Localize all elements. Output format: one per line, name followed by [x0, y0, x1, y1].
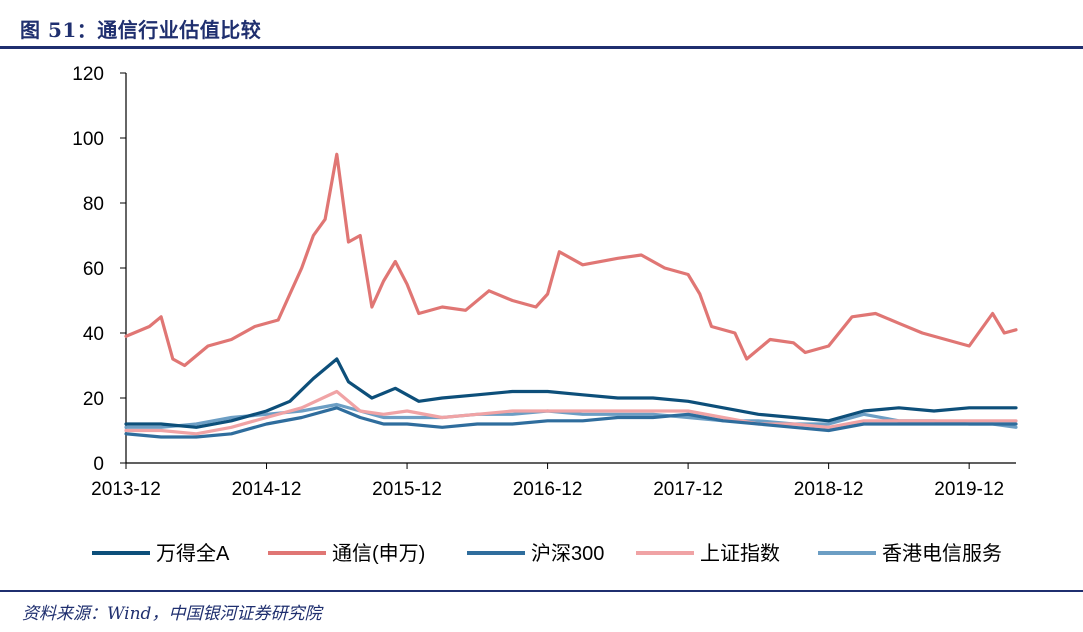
x-tick-label: 2013-12: [91, 479, 161, 500]
series-line-0: [124, 357, 1018, 429]
page-title: 图 51：通信行业估值比较: [20, 18, 262, 42]
legend-label-1: 通信(申万): [332, 542, 425, 565]
y-tick-label: 0: [93, 454, 104, 475]
source-divider: [0, 590, 1083, 592]
y-tick-label: 80: [83, 194, 104, 215]
y-tick-label: 40: [83, 324, 104, 345]
x-tick-label: 2015-12: [372, 479, 442, 500]
x-tick-label: 2019-12: [934, 479, 1004, 500]
legend-label-4: 香港电信服务: [882, 542, 1002, 565]
y-tick-label: 120: [72, 64, 104, 85]
series-line-3: [124, 389, 1018, 436]
legend-label-2: 沪深300: [531, 542, 604, 565]
x-tick-label: 2016-12: [513, 479, 583, 500]
x-tick-label: 2014-12: [232, 479, 302, 500]
title-bar: 图 51：通信行业估值比较: [0, 0, 1083, 49]
y-tick-label: 20: [83, 389, 104, 410]
series-line-1: [124, 152, 1018, 368]
x-tick-label: 2017-12: [653, 479, 723, 500]
source-note: 资料来源：Wind，中国银河证券研究院: [22, 604, 322, 624]
y-tick-label: 100: [72, 129, 104, 150]
legend-label-3: 上证指数: [700, 542, 780, 565]
x-tick-label: 2018-12: [794, 479, 864, 500]
chart-legend: 万得全A 通信(申万) 沪深300 上证指数 香港电信服务: [92, 542, 1002, 565]
title-divider: [0, 46, 1083, 49]
chart: 0 20 40 60 80 100 120 2013-12 2014-12 2015-12 2016…: [72, 64, 1018, 565]
chart-axes: 0 20 40 60 80 100 120 2013-12 2014-12 2015-12 2016…: [72, 64, 1016, 500]
legend-label-0: 万得全A: [156, 542, 230, 565]
chart-series: [124, 152, 1018, 439]
y-tick-label: 60: [83, 259, 104, 280]
series-line-2: [124, 406, 1018, 439]
